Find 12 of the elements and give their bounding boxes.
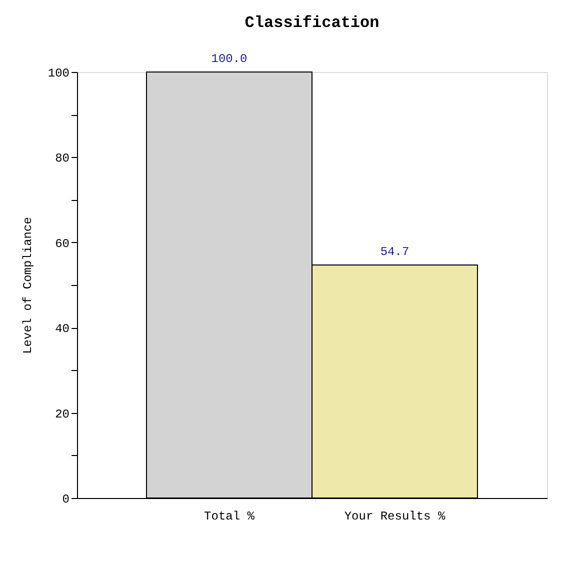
y-tick-label: 0 — [62, 492, 70, 506]
y-axis-title: Level of Compliance — [20, 217, 35, 354]
chart-title: Classification — [244, 14, 380, 32]
y-tick-label: 40 — [55, 322, 70, 336]
data-label: 54.7 — [380, 244, 410, 259]
x-tick-label: Your Results % — [344, 510, 446, 524]
y-tick-label: 100 — [48, 66, 70, 80]
data-label: 100.0 — [211, 52, 248, 66]
y-tick-label: 60 — [55, 236, 70, 251]
y-tick-label: 80 — [55, 152, 70, 166]
y-tick-label: 20 — [55, 407, 70, 422]
x-tick-label: Total % — [204, 510, 256, 524]
